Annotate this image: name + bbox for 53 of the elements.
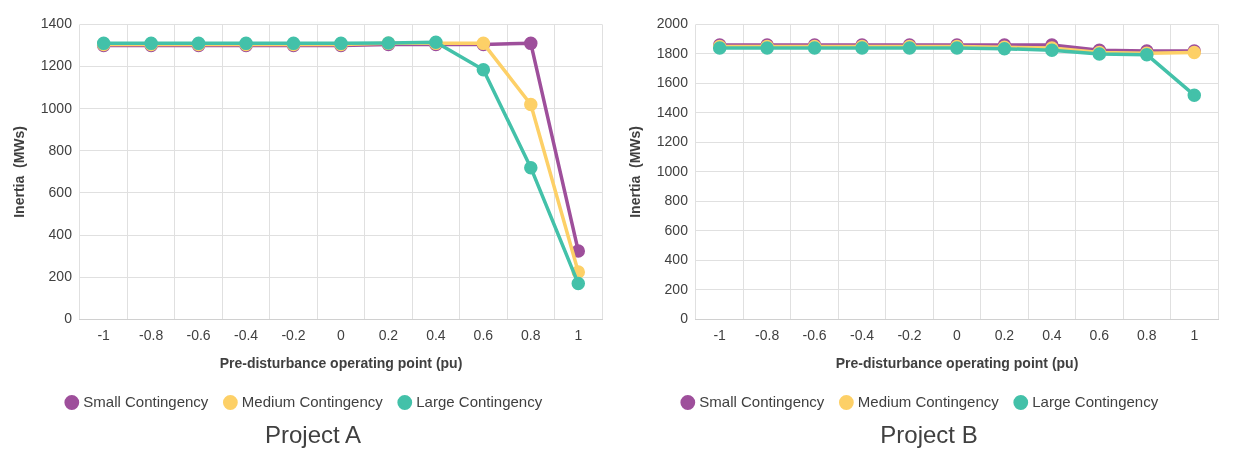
y-tick-label: 1000 [656, 162, 689, 179]
legend-label: Medium Contingency [857, 392, 1000, 410]
y-tick-label: 1400 [656, 103, 689, 120]
x-tick-label: 0.8 [521, 326, 541, 343]
y-axis-title: Inertia (MWs) [627, 126, 644, 218]
text: Project A [264, 420, 362, 450]
y-tick-label: 600 [48, 183, 73, 200]
y-tick-label: 400 [664, 251, 689, 268]
x-tick-label: -0.2 [281, 326, 306, 343]
y-tick-label: 800 [48, 141, 73, 158]
x-axis-title: Pre-disturbance operating point (pu) [835, 355, 1079, 372]
x-tick-label: 0.8 [1137, 326, 1157, 343]
y-tick-label: 800 [664, 192, 689, 209]
x-tick-label: -1 [713, 326, 727, 343]
x-axis-title: Pre-disturbance operating point (pu) [219, 355, 463, 372]
y-tick-label: 400 [48, 225, 73, 242]
legend-label: Small Contingency [699, 392, 825, 410]
x-tick-label: 0.6 [473, 326, 494, 343]
y-tick-label: 2000 [656, 15, 689, 32]
x-tick-label: -0.4 [233, 326, 259, 343]
x-tick-label: 0.6 [1089, 326, 1110, 343]
x-tick-label: -0.2 [897, 326, 922, 343]
y-tick-label: 600 [664, 221, 689, 238]
y-tick-label: 1000 [40, 99, 73, 116]
x-tick-label: -0.8 [139, 326, 164, 343]
legend-label: Small Contingency [83, 392, 209, 410]
legend-label: Large Contingency [1032, 392, 1159, 410]
y-tick-label: 1600 [656, 74, 689, 91]
x-tick-label: -0.4 [849, 326, 875, 343]
x-tick-label: 0.2 [378, 326, 399, 343]
y-tick-label: 0 [680, 310, 689, 327]
y-tick-label: 1800 [656, 44, 689, 61]
x-tick-label: 0 [337, 326, 346, 343]
y-tick-label: 200 [48, 268, 73, 285]
y-tick-label: 1200 [656, 133, 689, 150]
legend-label: Large Contingency [416, 392, 543, 410]
legend-label: Medium Contingency [241, 392, 384, 410]
x-tick-label: -0.6 [186, 326, 211, 343]
x-tick-label: -0.8 [755, 326, 780, 343]
y-tick-label: 0 [64, 310, 73, 327]
y-tick-label: 200 [664, 280, 689, 297]
x-tick-label: 0.4 [1042, 326, 1062, 343]
x-tick-label: 1 [574, 326, 583, 343]
y-axis-title: Inertia (MWs) [11, 126, 28, 218]
y-tick-label: 1400 [40, 15, 73, 32]
x-tick-label: 0.2 [994, 326, 1015, 343]
y-tick-label: 1200 [40, 57, 73, 74]
x-tick-label: 0 [953, 326, 962, 343]
x-tick-label: -0.6 [802, 326, 827, 343]
text: Project B [880, 420, 978, 450]
x-tick-label: 1 [1190, 326, 1199, 343]
x-tick-label: -1 [97, 326, 111, 343]
x-tick-label: 0.4 [426, 326, 446, 343]
